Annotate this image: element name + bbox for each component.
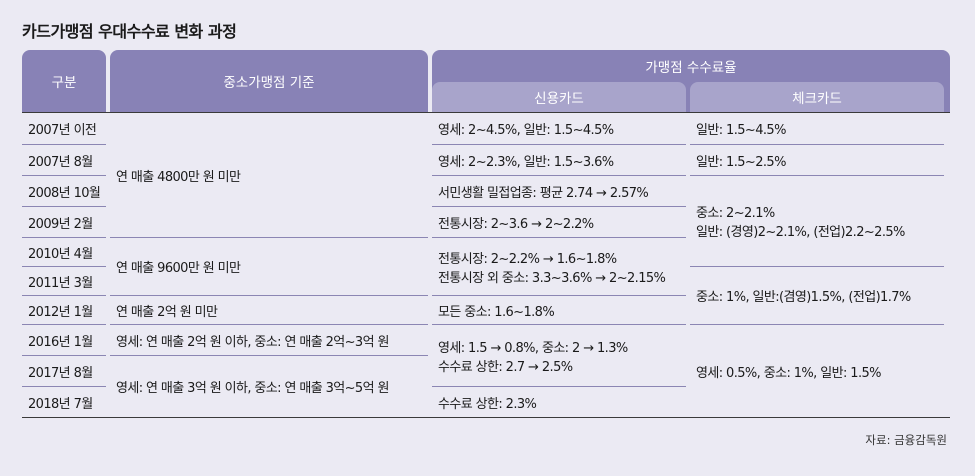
criteria-cell: 연 매출 9600만 원 미만 xyxy=(116,261,241,276)
header-category: 구분 xyxy=(22,50,106,112)
credit-cell: 수수료 상한: 2.3% xyxy=(438,396,537,412)
criteria-cell: 영세: 연 매출 2억 원 이하, 중소: 연 매출 2억~3억 원 xyxy=(116,334,389,350)
period-cell: 2010년 4월 xyxy=(28,246,93,262)
credit-cell: 영세: 1.5 → 0.8%, 중소: 2 → 1.3% 수수료 상한: 2.7… xyxy=(432,325,686,386)
credit-cell: 영세: 2~4.5%, 일반: 1.5~4.5% xyxy=(438,123,614,138)
check-cell: 영세: 0.5%, 중소: 1%, 일반: 1.5% xyxy=(696,365,882,381)
check-cell: 일반: 1.5~4.5% xyxy=(696,123,786,138)
credit-line: 전통시장 외 중소: 3.3~3.6% → 2~2.15% xyxy=(438,270,666,286)
criteria-cell: 연 매출 2억 원 미만 xyxy=(116,304,218,320)
period-cell: 2018년 7월 xyxy=(28,396,93,412)
check-cell: 일반: 1.5~2.5% xyxy=(696,154,786,170)
check-line: 중소: 2~2.1% xyxy=(696,206,775,221)
criteria-cell: 영세: 연 매출 3억 원 이하, 중소: 연 매출 3억~5억 원 xyxy=(116,381,389,396)
credit-cell: 모든 중소: 1.6~1.8% xyxy=(438,304,555,320)
credit-line: 수수료 상한: 2.7 → 2.5% xyxy=(438,359,573,375)
period-cell: 2011년 3월 xyxy=(28,275,93,291)
credit-cell: 전통시장: 2~2.2% → 1.6~1.8% 전통시장 외 중소: 3.3~3… xyxy=(432,238,686,295)
fee-history-table: 구분 중소가맹점 기준 가맹점 수수료율 신용카드 체크카드 2007년 이전 … xyxy=(22,50,950,424)
period-cell: 2007년 이전 xyxy=(28,123,97,138)
credit-line: 영세: 1.5 → 0.8%, 중소: 2 → 1.3% xyxy=(438,340,628,356)
period-cell: 2016년 1월 xyxy=(28,334,93,350)
header-check-card: 체크카드 xyxy=(690,82,944,112)
criteria-cell: 연 매출 4800만 원 미만 xyxy=(116,169,241,185)
period-cell: 2008년 10월 xyxy=(28,185,101,201)
table-title: 카드가맹점 우대수수료 변화 과정 xyxy=(22,22,237,41)
credit-line: 전통시장: 2~2.2% → 1.6~1.8% xyxy=(438,251,617,267)
period-cell: 2009년 2월 xyxy=(28,216,93,232)
header-criteria: 중소가맹점 기준 xyxy=(110,50,428,112)
period-cell: 2017년 8월 xyxy=(28,365,93,381)
credit-cell: 서민생활 밀접업종: 평균 2.74 → 2.57% xyxy=(438,185,649,201)
check-cell: 중소: 2~2.1% 일반: (경영)2~2.1%, (전업)2.2~2.5% xyxy=(690,176,944,266)
source-note: 자료: 금융감독원 xyxy=(865,433,947,447)
credit-cell: 영세: 2~2.3%, 일반: 1.5~3.6% xyxy=(438,154,614,170)
credit-cell: 전통시장: 2~3.6 → 2~2.2% xyxy=(438,216,594,232)
period-cell: 2007년 8월 xyxy=(28,154,93,170)
check-cell: 중소: 1%, 일반:(겸영)1.5%, (전업)1.7% xyxy=(696,290,911,305)
period-cell: 2012년 1월 xyxy=(28,304,93,320)
check-line: 일반: (경영)2~2.1%, (전업)2.2~2.5% xyxy=(696,225,905,240)
header-fee-rate: 가맹점 수수료율 xyxy=(432,50,950,82)
header-credit-card: 신용카드 xyxy=(432,82,686,112)
